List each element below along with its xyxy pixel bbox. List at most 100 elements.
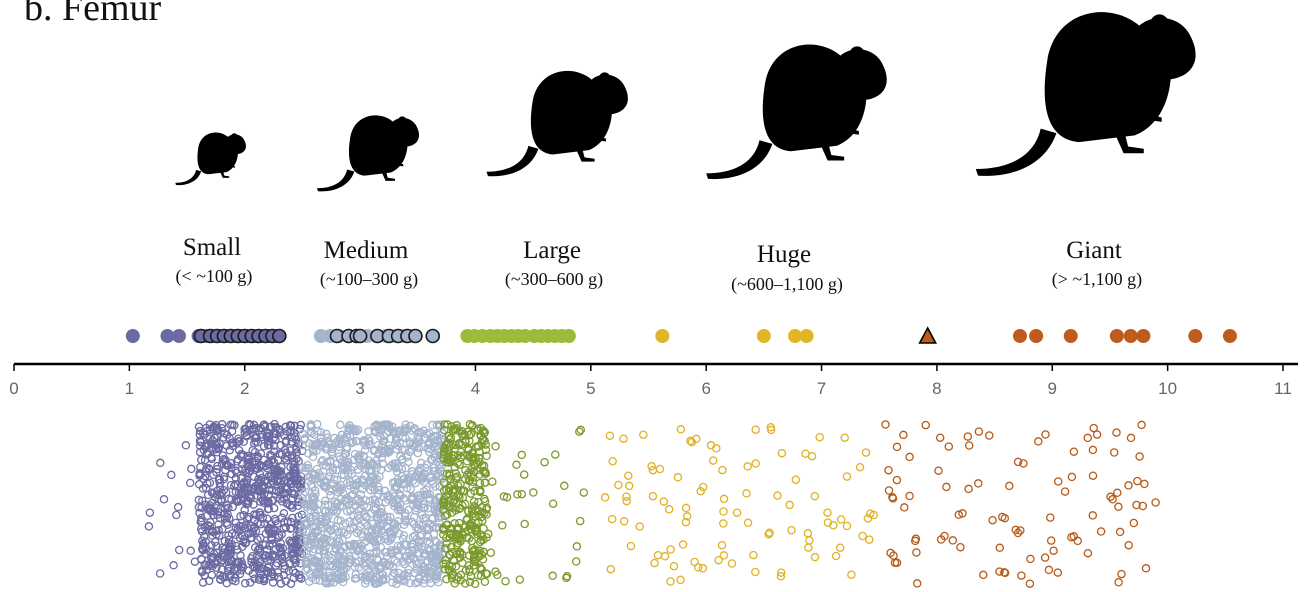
- upper-point-outlined-small: [272, 328, 287, 344]
- lower-point-large: [456, 549, 465, 559]
- lower-point-giant: [963, 432, 973, 441]
- lower-point-medium: [419, 469, 429, 478]
- lower-point-giant: [1141, 564, 1151, 573]
- lower-point-large: [442, 440, 451, 449]
- lower-point-giant: [940, 531, 949, 541]
- lower-point-small: [280, 561, 290, 571]
- lower-point-giant: [1067, 532, 1076, 542]
- lower-point-huge: [815, 432, 824, 442]
- lower-point-huge: [764, 529, 773, 539]
- lower-point-giant: [1132, 500, 1141, 510]
- lower-point-small: [294, 570, 304, 580]
- lower-point-small: [187, 464, 196, 474]
- upper-point-outlined-medium: [352, 328, 368, 344]
- lower-point-medium: [306, 427, 315, 436]
- lower-point-medium: [309, 447, 318, 456]
- lower-point-huge: [743, 518, 753, 528]
- lower-point-small: [202, 560, 211, 570]
- lower-point-giant: [1041, 430, 1050, 439]
- lower-point-small: [277, 553, 287, 562]
- lower-point-small: [232, 566, 242, 576]
- lower-point-giant: [1016, 526, 1025, 535]
- lower-point-medium: [316, 514, 326, 524]
- lower-point-medium: [391, 519, 400, 529]
- lower-point-large: [481, 445, 491, 455]
- lower-point-medium: [342, 430, 352, 440]
- lower-point-giant: [884, 486, 894, 495]
- lower-point-small: [207, 453, 216, 462]
- lower-point-huge: [719, 551, 729, 560]
- lower-point-medium: [329, 479, 338, 488]
- lower-point-small: [290, 460, 299, 469]
- lower-point-small: [276, 547, 286, 556]
- lower-point-medium: [353, 511, 363, 521]
- lower-point-small: [285, 501, 295, 510]
- lower-point-large: [445, 533, 455, 542]
- lower-point-medium: [373, 482, 383, 491]
- lower-point-giant: [881, 420, 890, 429]
- lower-point-small: [205, 517, 215, 527]
- lower-point-small: [268, 569, 277, 579]
- lower-point-small: [205, 501, 215, 510]
- lower-point-large: [474, 453, 484, 463]
- lower-point-small: [186, 546, 195, 556]
- lower-point-medium: [316, 537, 326, 546]
- lower-point-small: [210, 507, 219, 516]
- lower-point-medium: [353, 539, 363, 549]
- lower-point-medium: [375, 428, 384, 438]
- lower-point-medium: [365, 549, 375, 558]
- lower-point-medium: [364, 534, 373, 543]
- lower-point-medium: [378, 436, 388, 446]
- lower-point-large: [465, 436, 474, 446]
- lower-point-medium: [330, 497, 339, 506]
- x-axis-tick-labels: 0 1 2 3 4 5 6 7 8 9 10 11: [9, 379, 1292, 398]
- lower-point-huge: [653, 550, 663, 560]
- lower-point-giant: [899, 430, 908, 440]
- rat-icon-giant: [975, 12, 1196, 176]
- lower-point-large: [480, 577, 490, 587]
- lower-point-giant: [1088, 471, 1098, 480]
- lower-point-small: [167, 470, 176, 480]
- lower-point-medium: [356, 489, 366, 499]
- lower-point-small: [281, 522, 291, 532]
- lower-point-huge: [664, 505, 674, 514]
- lower-point-medium: [385, 424, 395, 433]
- lower-point-medium: [370, 537, 379, 547]
- lower-point-small: [288, 513, 297, 523]
- lower-point-large: [448, 547, 457, 557]
- lower-point-large: [475, 487, 485, 496]
- lower-point-huge: [614, 480, 623, 490]
- lower-point-huge: [647, 461, 656, 471]
- lower-point-small: [228, 502, 237, 512]
- lower-point-giant: [1013, 457, 1023, 467]
- lower-point-huge: [659, 497, 669, 506]
- lower-point-giant: [1124, 481, 1133, 490]
- lower-point-large: [446, 433, 456, 443]
- x-tick-label: 0: [9, 379, 18, 398]
- lower-point-small: [206, 506, 216, 516]
- lower-point-medium: [336, 420, 345, 430]
- lower-point-large: [475, 546, 484, 556]
- lower-point-medium: [433, 552, 442, 561]
- lower-point-medium: [325, 487, 334, 496]
- lower-point-small: [288, 543, 298, 552]
- x-tick-label: 11: [1274, 379, 1292, 398]
- rat-icon-medium: [316, 115, 420, 192]
- lower-point-medium: [431, 482, 440, 491]
- upper-point-huge: [756, 329, 771, 343]
- lower-point-medium: [326, 491, 335, 500]
- lower-point-small: [213, 461, 222, 471]
- lower-point-medium: [360, 471, 370, 481]
- lower-point-huge: [681, 503, 691, 513]
- lower-point-giant: [1053, 477, 1063, 486]
- lower-point-small: [227, 427, 237, 436]
- lower-point-giant: [892, 442, 902, 452]
- lower-point-giant: [1088, 511, 1098, 520]
- lower-point-small: [263, 437, 273, 446]
- lower-point-huge: [773, 491, 782, 500]
- lower-point-large: [540, 457, 549, 467]
- category-range-large: (~300–600 g): [505, 269, 603, 290]
- lower-point-giant: [1108, 495, 1117, 504]
- lower-point-medium: [298, 429, 308, 439]
- lower-point-giant: [974, 479, 983, 488]
